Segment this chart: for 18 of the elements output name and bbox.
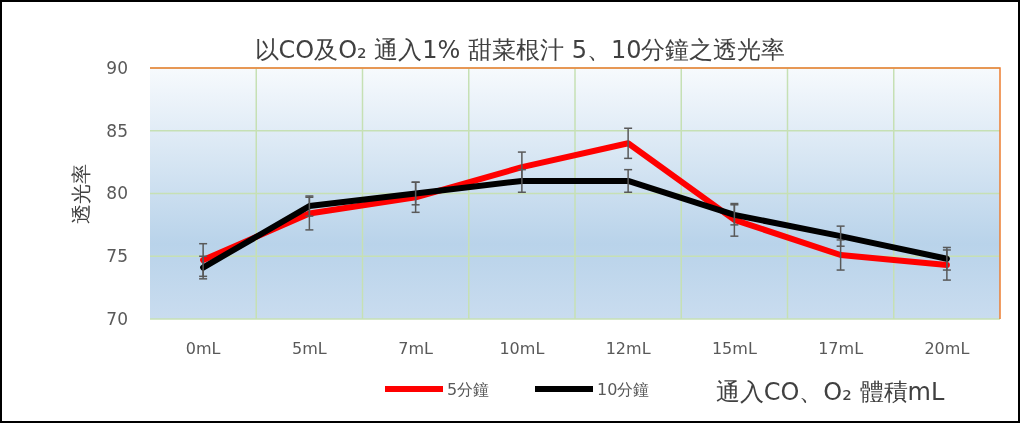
x-tick-label: 10mL	[499, 339, 545, 358]
x-tick-label: 17mL	[818, 339, 864, 358]
x-tick-label: 5mL	[292, 339, 327, 358]
y-axis-title: 透光率	[69, 163, 93, 224]
x-tick-label: 0mL	[185, 339, 221, 358]
y-tick-label: 85	[106, 120, 128, 141]
y-tick-label: 90	[106, 57, 128, 78]
x-tick-label: 15mL	[711, 339, 757, 358]
legend-label: 10分鐘	[597, 379, 650, 399]
x-tick-label: 7mL	[398, 339, 434, 358]
y-tick-label: 70	[106, 308, 128, 329]
legend-label: 5分鐘	[447, 379, 490, 399]
y-tick-label: 80	[106, 183, 128, 204]
y-tick-label: 75	[106, 246, 128, 267]
x-tick-label: 20mL	[924, 339, 970, 358]
x-tick-label: 12mL	[605, 339, 651, 358]
chart-title: 以CO及O₂ 通入1% 甜菜根汁 5、10分鐘之透光率	[254, 36, 786, 64]
x-axis-title: 通入CO、O₂ 體積mL	[715, 378, 945, 406]
